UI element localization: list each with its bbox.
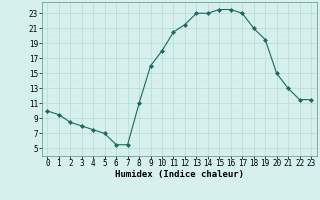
X-axis label: Humidex (Indice chaleur): Humidex (Indice chaleur) — [115, 170, 244, 179]
